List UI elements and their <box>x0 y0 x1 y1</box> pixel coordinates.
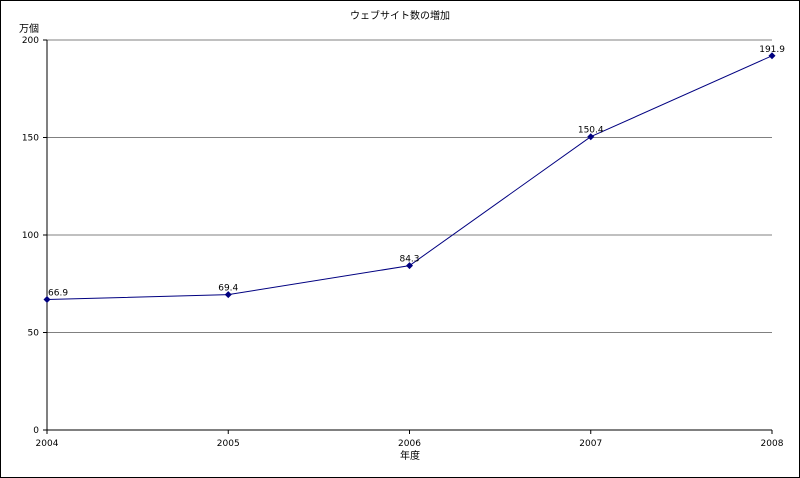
data-label: 191.9 <box>759 45 785 55</box>
data-label: 84.3 <box>399 255 419 265</box>
data-point-marker <box>768 52 776 60</box>
y-tick-label: 150 <box>22 134 39 144</box>
series-layer <box>43 52 776 304</box>
y-axis-unit-label: 万個 <box>19 22 39 35</box>
data-labels: 66.9 69.4 84.3 150.4 191.9 <box>48 45 785 299</box>
x-tick-label: 2004 <box>36 439 59 449</box>
data-label: 150.4 <box>578 126 604 136</box>
y-tick-label: 0 <box>33 426 39 436</box>
x-axis-title: 年度 <box>400 449 420 462</box>
y-tick-label: 50 <box>28 329 40 339</box>
chart-title: ウェブサイト数の増加 <box>350 9 450 22</box>
x-tick-label: 2007 <box>579 439 602 449</box>
data-point-marker <box>224 291 232 299</box>
y-tick-label: 100 <box>22 231 39 241</box>
data-point-marker <box>43 296 51 304</box>
data-label: 66.9 <box>48 289 68 299</box>
data-point-marker <box>587 133 595 141</box>
y-tick-label: 200 <box>22 36 39 46</box>
gridlines <box>47 39 772 333</box>
x-tick-label: 2005 <box>217 439 240 449</box>
x-tick-label: 2008 <box>761 439 784 449</box>
data-point-marker <box>406 262 413 270</box>
data-label: 69.4 <box>218 284 238 294</box>
axes: 0 50 100 150 200 2004 2005 2006 2007 2008 <box>22 36 784 449</box>
x-tick-label: 2006 <box>398 439 421 449</box>
